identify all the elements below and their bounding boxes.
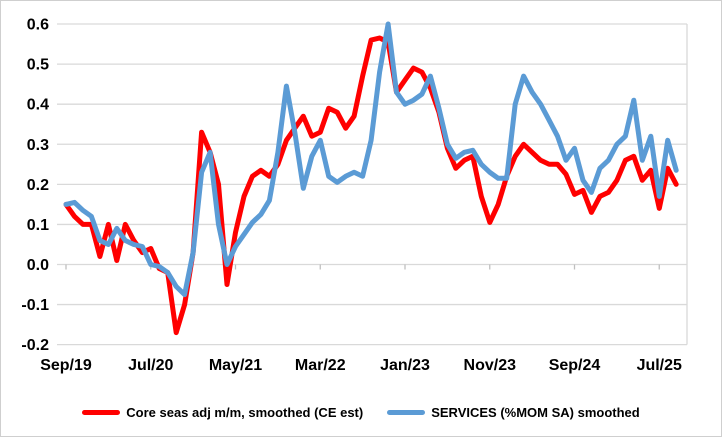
x-tick-label: Nov/23 — [464, 357, 517, 374]
y-tick-label: 0.3 — [27, 137, 49, 154]
legend-label-services: SERVICES (%MOM SA) smoothed — [431, 404, 640, 420]
y-tick-label: 0.6 — [27, 17, 49, 34]
x-tick-label: Jul/25 — [637, 357, 682, 374]
line-chart: 0.6 0.5 0.4 0.3 0.2 0.1 0.0 -0.1 -0.2 Sep/19 Jul/2… — [21, 17, 688, 374]
y-tick-label: 0.0 — [27, 257, 49, 274]
legend-item-core: Core seas adj m/m, smoothed (CE est) — [82, 405, 363, 420]
y-tick-label: 0.4 — [27, 97, 49, 114]
y-tick-label: -0.1 — [21, 297, 49, 314]
x-tick-label: May/21 — [209, 357, 262, 374]
legend-swatch-services-icon — [387, 409, 426, 415]
legend-label-core: Core seas adj m/m, smoothed (CE est) — [126, 404, 364, 420]
y-tick-label: -0.2 — [21, 337, 49, 354]
y-tick-label: 0.1 — [27, 217, 49, 234]
x-tick-label: Sep/24 — [549, 357, 601, 374]
legend-item-services: SERVICES (%MOM SA) smoothed — [387, 405, 640, 420]
y-tick-label: 0.5 — [27, 57, 49, 74]
chart-legend: Core seas adj m/m, smoothed (CE est) SER… — [1, 397, 721, 427]
x-tick-label: Jan/23 — [380, 357, 430, 374]
series-services-line — [63, 21, 679, 298]
legend-swatch-core-icon — [82, 409, 121, 415]
x-tick-label: Mar/22 — [295, 357, 346, 374]
x-tick-label: Sep/19 — [40, 357, 92, 374]
x-tick-label: Jul/20 — [128, 357, 173, 374]
y-tick-label: 0.2 — [27, 177, 49, 194]
